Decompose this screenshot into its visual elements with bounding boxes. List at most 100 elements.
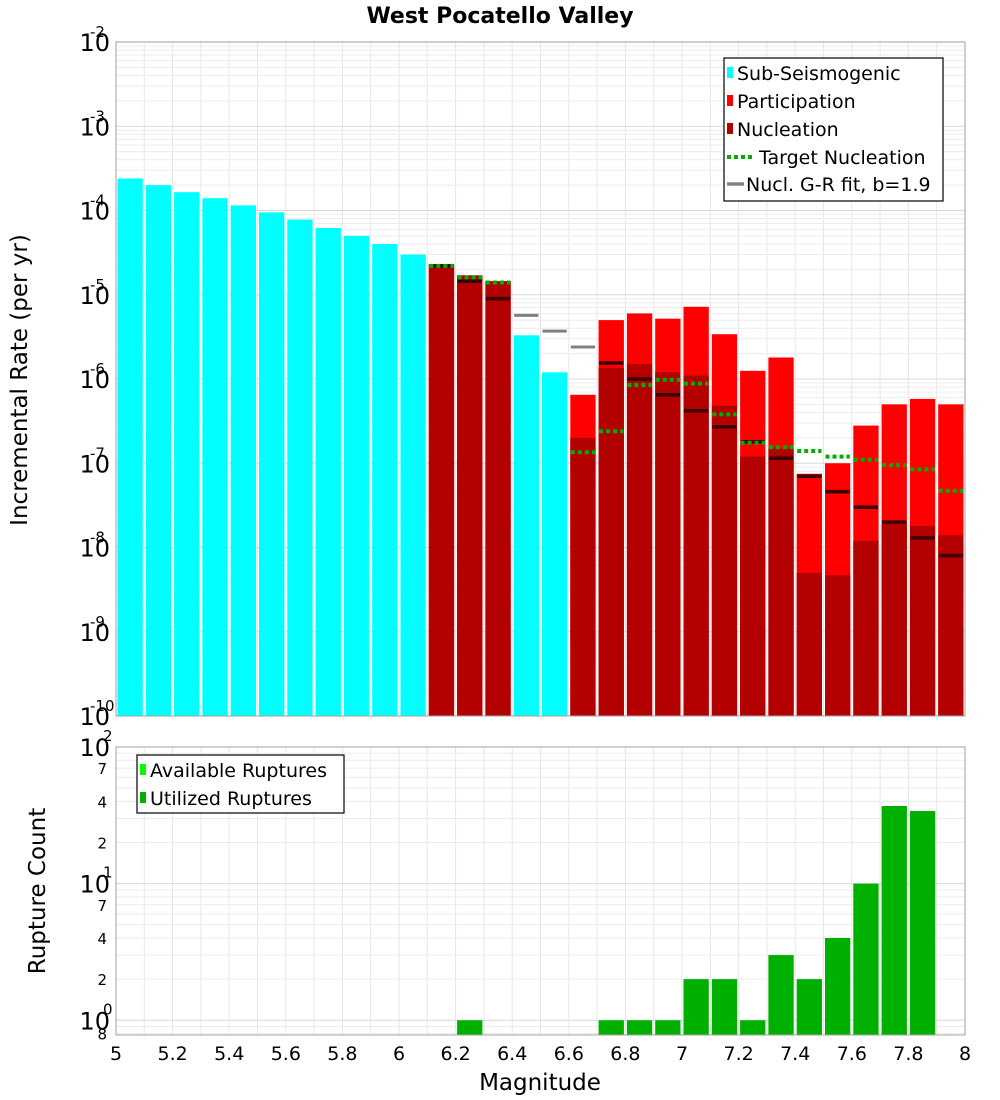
nucleation-bar-m7-85 (909, 525, 936, 716)
sub-seismogenic-bar-m5-75 (315, 227, 341, 716)
legend-swatch-utilized-ruptures (140, 792, 146, 803)
nucleation-bar-m7-55 (825, 575, 851, 716)
rate-plot-bars (117, 178, 964, 717)
sub-seismogenic-bar-m5-95 (372, 244, 398, 717)
magnitude-tick-5-4: 5.4 (214, 1043, 244, 1065)
magnitude-tick-7-8: 7.8 (893, 1043, 923, 1065)
count-minor-tick-2: 2 (97, 834, 107, 852)
sub-seismogenic-bar-m5-35 (202, 198, 228, 716)
rate-tick-1e10-exponent: -10 (90, 697, 115, 715)
count-minor-tick-7: 7 (97, 760, 107, 778)
rate-tick-1e10: 10-10 (79, 697, 114, 731)
count-tick-1e1-base: 10 (79, 871, 110, 899)
utilized-ruptures-bar-m7-85 (909, 811, 936, 1035)
rate-axis-label: Incremental Rate (per yr) (7, 234, 33, 526)
utilized-ruptures-bar-m7-15 (711, 979, 738, 1035)
sub-seismogenic-bar-m5-15 (145, 185, 172, 716)
utilized-ruptures-bar-m6-25 (457, 1020, 483, 1035)
sub-seismogenic-bar-m5-05 (117, 178, 143, 716)
legend-swatch-sub-seismogenic (727, 67, 733, 78)
count-plot-frame (115, 746, 966, 1036)
utilized-ruptures-bar-m7-65 (853, 883, 879, 1035)
utilized-ruptures-bar-m7-35 (768, 955, 794, 1035)
magnitude-tick-6-8: 6.8 (610, 1043, 640, 1065)
rate-tick-1e9-base: 10 (79, 619, 110, 647)
sub-seismogenic-bar-m6-55 (542, 372, 568, 716)
count-tick-1e1: 101 (79, 864, 112, 899)
nucleation-bar-m7-25 (740, 456, 766, 716)
magnitude-tick-5-8: 5.8 (327, 1043, 357, 1065)
nucleation-bar-m6-25 (457, 275, 483, 716)
magnitude-tick-7-4: 7.4 (780, 1043, 810, 1065)
rate-tick-1e4: 10-4 (79, 192, 110, 226)
utilized-ruptures-bar-m7-75 (881, 805, 907, 1035)
nucleation-bar-m7-15 (711, 405, 738, 716)
rate-legend-box (723, 57, 944, 202)
count-legend: Available Ruptures Utilized Ruptures (136, 754, 345, 814)
rate-tick-1e8-base: 10 (79, 535, 110, 563)
legend-label-utilized-ruptures: Utilized Ruptures (150, 788, 312, 810)
rate-tick-1e2: 10-2 (79, 23, 110, 57)
count-tick-1e0-exponent: 0 (103, 1000, 113, 1018)
sub-seismogenic-bar-m5-25 (174, 192, 200, 716)
legend-swatch-available-ruptures (140, 764, 146, 775)
nucleation-bar-m6-85 (626, 364, 653, 716)
rate-tick-1e7-exponent: -7 (90, 444, 105, 462)
count-minor-tick-8: 8 (97, 1025, 107, 1043)
magnitude-tick-7: 7 (676, 1043, 688, 1065)
legend-label-available-ruptures: Available Ruptures (150, 760, 327, 782)
rate-tick-1e9: 10-9 (79, 613, 110, 647)
magnitude-tick-6-6: 6.6 (554, 1043, 584, 1065)
nucleation-bar-m6-15 (428, 264, 455, 716)
rate-tick-1e4-exponent: -4 (90, 192, 105, 210)
utilized-ruptures-bar-m7-55 (825, 937, 851, 1035)
rate-tick-1e8: 10-8 (79, 529, 110, 563)
nucleation-bar-m7-75 (881, 524, 907, 716)
nucleation-bar-m7-45 (796, 572, 822, 716)
nucleation-bar-m7-95 (938, 535, 964, 716)
count-tick-1e2: 102 (79, 727, 112, 762)
utilized-ruptures-bar-m7-45 (796, 979, 822, 1035)
chart-title: West Pocatello Valley (366, 4, 633, 29)
count-axis-label: Rupture Count (25, 808, 51, 974)
sub-seismogenic-bar-m6-45 (513, 335, 539, 716)
rate-tick-1e5-exponent: -5 (90, 276, 105, 294)
rate-tick-1e2-exponent: -2 (90, 23, 105, 41)
count-tick-1e2-base: 10 (79, 734, 110, 762)
sub-seismogenic-bar-m5-45 (230, 205, 256, 716)
count-minor-tick-4: 4 (97, 793, 107, 811)
nucleation-bar-m6-75 (598, 368, 624, 716)
rate-tick-1e5: 10-5 (79, 276, 110, 310)
nucleation-bar-m6-65 (570, 437, 596, 716)
legend-label-sub-seismogenic: Sub-Seismogenic (737, 63, 901, 85)
magnitude-tick-7-2: 7.2 (723, 1043, 753, 1065)
count-plot-bars (457, 805, 936, 1035)
utilized-ruptures-bar-m6-85 (626, 1020, 653, 1035)
legend-swatch-participation (727, 95, 733, 106)
rate-tick-1e7: 10-7 (79, 444, 110, 478)
rate-tick-1e3: 10-3 (79, 107, 110, 141)
rate-tick-1e3-base: 10 (79, 113, 110, 141)
magnitude-tick-8: 8 (959, 1043, 971, 1065)
rate-tick-1e6-exponent: -6 (90, 360, 105, 378)
count-tick-1e0: 100 (79, 1000, 112, 1035)
rate-axis-ticks: 10-210-310-410-510-610-710-810-910-10 (79, 23, 114, 731)
utilized-ruptures-bar-m7-05 (683, 979, 709, 1035)
nucleation-bar-m7-05 (683, 375, 709, 716)
count-tick-1e2-exponent: 2 (103, 727, 113, 745)
count-minor-tick-2: 2 (97, 971, 107, 989)
legend-label-gr-fit: Nucl. G-R fit, b=1.9 (746, 174, 931, 196)
rate-tick-1e10-base: 10 (79, 703, 110, 731)
sub-seismogenic-bar-m5-65 (287, 219, 313, 716)
rate-tick-1e9-exponent: -9 (90, 613, 105, 631)
magnitude-tick-6: 6 (393, 1043, 405, 1065)
count-minor-tick-7: 7 (97, 897, 107, 915)
nucleation-bar-m7-35 (768, 448, 794, 716)
count-tick-1e1-exponent: 1 (103, 864, 113, 882)
magnitude-tick-7-6: 7.6 (837, 1043, 867, 1065)
magnitude-tick-5-2: 5.2 (157, 1043, 187, 1065)
rate-tick-1e7-base: 10 (79, 450, 110, 478)
utilized-ruptures-bar-m7-25 (740, 1020, 766, 1035)
rate-tick-1e3-exponent: -3 (90, 107, 105, 125)
